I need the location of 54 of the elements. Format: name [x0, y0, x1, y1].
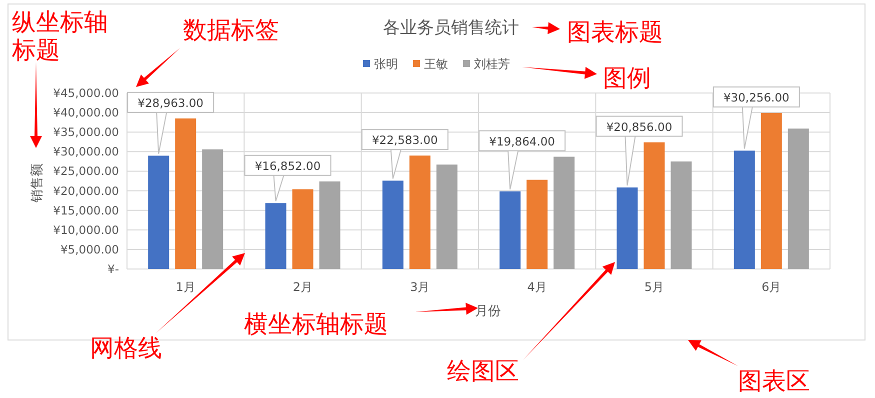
text: 横坐标轴标题	[244, 310, 389, 338]
bar	[644, 142, 665, 269]
bar	[526, 180, 548, 269]
text: 绘图区	[447, 357, 520, 385]
bar	[734, 150, 755, 269]
bar	[292, 189, 314, 269]
bar	[265, 203, 286, 269]
text: 数据标签	[183, 16, 280, 44]
y-tick-label: ¥40,000.00	[53, 106, 119, 120]
y-tick-label: ¥25,000.00	[53, 164, 119, 178]
bar	[670, 161, 692, 269]
y-tick-label: ¥45,000.00	[53, 86, 119, 100]
text: 网格线	[90, 334, 163, 362]
bar	[382, 180, 404, 269]
y-tick-label: ¥5,000.00	[60, 242, 119, 256]
legend-label: 刘桂芳	[474, 57, 510, 71]
text: 图例	[603, 64, 652, 92]
y-tick-label: ¥-	[108, 262, 119, 276]
data-label: ¥16,852.00	[254, 158, 321, 173]
bar	[436, 164, 458, 269]
text: 图表标题	[567, 18, 664, 46]
chart-title: 各业务员销售统计	[383, 18, 519, 38]
x-tick-label: 3月	[410, 280, 430, 294]
bar	[409, 156, 430, 269]
data-label: ¥22,583.00	[372, 133, 438, 148]
data-label: ¥19,864.00	[489, 134, 556, 148]
bar	[148, 156, 170, 269]
x-tick-label: 5月	[644, 280, 664, 294]
x-tick-label: 4月	[527, 280, 547, 294]
bar	[554, 156, 575, 269]
x-axis-title: 月份	[475, 304, 501, 319]
y-tick-label: ¥30,000.00	[53, 144, 119, 159]
y-tick-label: ¥15,000.00	[53, 203, 119, 218]
x-tick-label: 6月	[762, 280, 782, 294]
data-label: ¥30,256.00	[723, 90, 790, 104]
x-tick-label: 1月	[176, 280, 196, 294]
legend-label: 王敏	[424, 57, 448, 71]
bar	[760, 112, 782, 269]
legend-label: 张明	[374, 57, 398, 71]
bar	[788, 128, 809, 269]
text: 纵坐标轴标题	[12, 8, 109, 64]
data-label: ¥28,963.00	[138, 96, 204, 110]
y-axis-title: 销售额	[30, 164, 45, 204]
text: 图表区	[738, 367, 811, 395]
bar	[319, 181, 340, 269]
y-tick-label: ¥10,000.00	[53, 222, 119, 237]
bar	[616, 187, 638, 269]
bar	[175, 118, 196, 269]
y-tick-label: ¥35,000.00	[53, 125, 119, 140]
bar	[500, 191, 521, 269]
bar	[202, 149, 224, 269]
data-label: ¥20,856.00	[606, 120, 672, 134]
y-tick-label: ¥20,000.00	[53, 184, 119, 198]
x-tick-label: 2月	[292, 280, 313, 294]
